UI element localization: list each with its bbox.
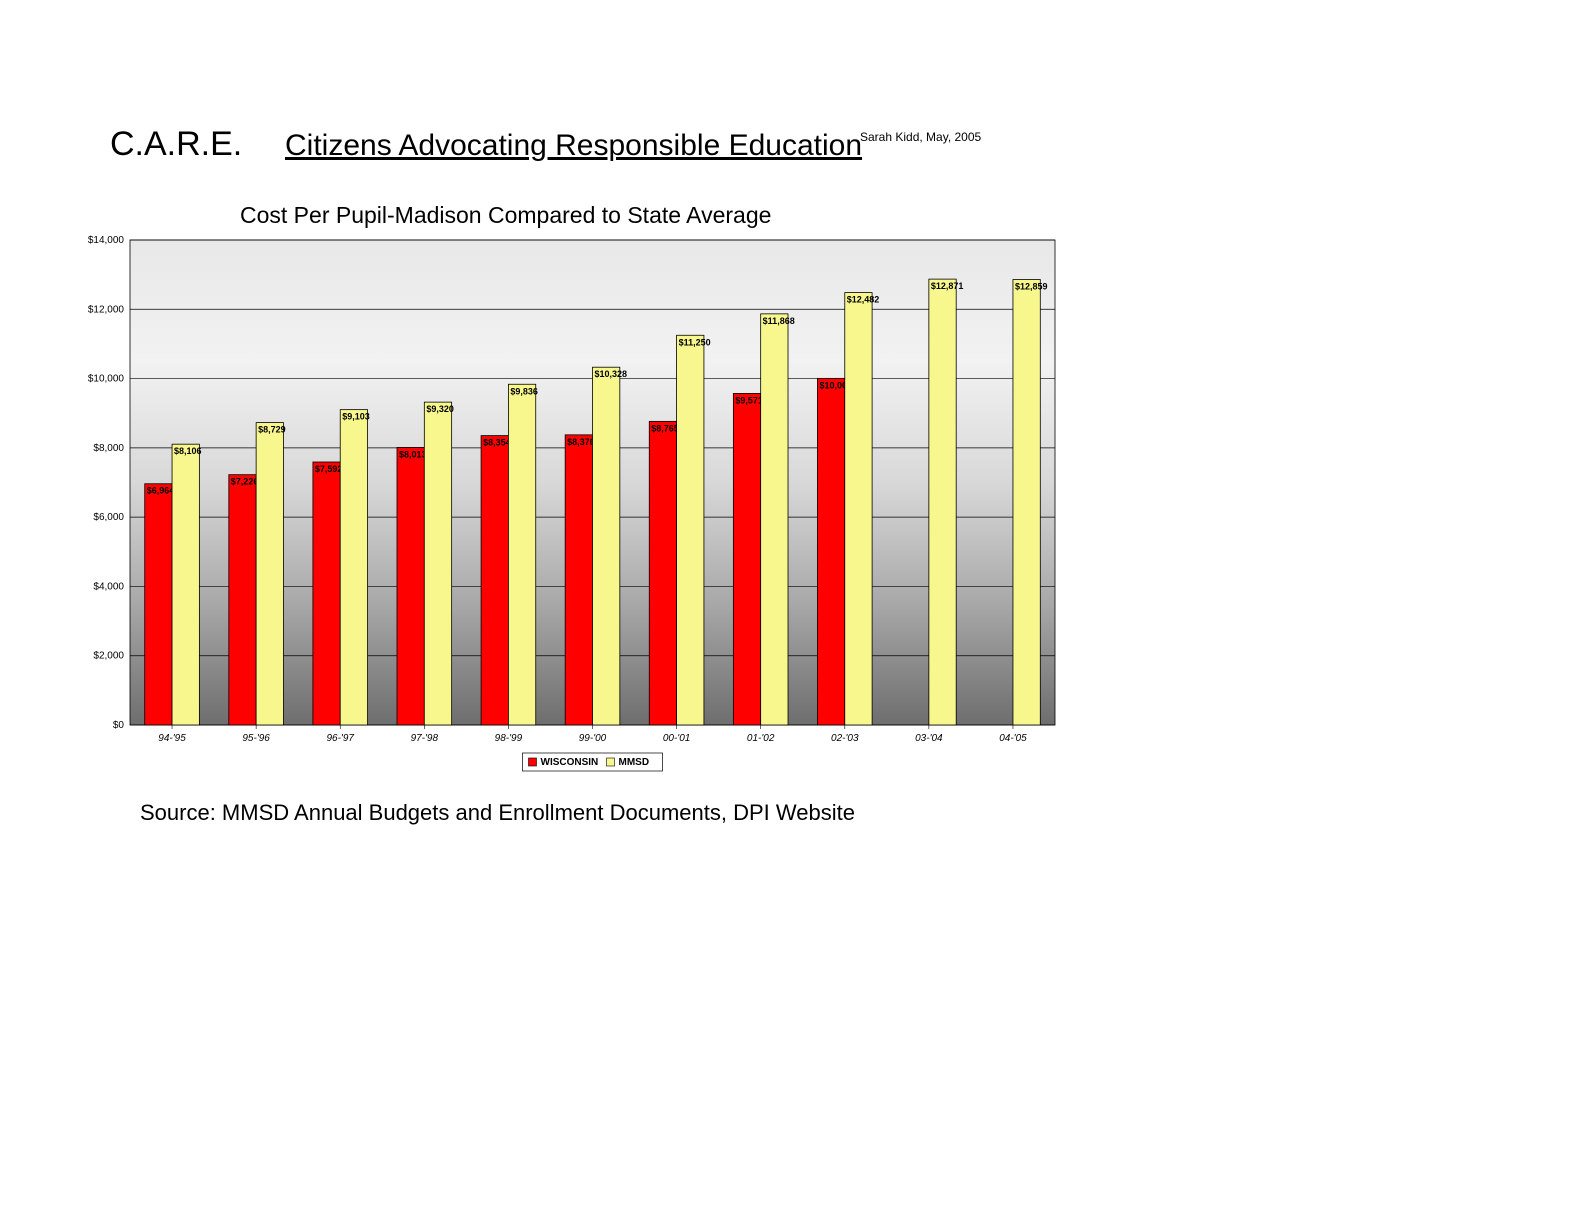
bar <box>1013 280 1040 725</box>
bar <box>929 279 956 725</box>
bar <box>172 444 199 725</box>
header-title: Citizens Advocating Responsible Educatio… <box>285 129 862 163</box>
x-tick-label: 97-'98 <box>411 733 439 744</box>
header-byline: Sarah Kidd, May, 2005 <box>860 130 981 144</box>
page-root: C.A.R.E. Citizens Advocating Responsible… <box>0 0 1584 1224</box>
bar <box>565 435 592 725</box>
bar-value-label: $8,376 <box>567 437 595 447</box>
bar-value-label: $8,729 <box>258 425 286 435</box>
legend-swatch <box>529 758 537 766</box>
bar <box>481 436 508 725</box>
bar <box>733 393 760 725</box>
bar <box>845 293 872 725</box>
bar-value-label: $12,871 <box>931 281 964 291</box>
bar-value-label: $11,868 <box>763 316 795 326</box>
x-tick-label: 04-'05 <box>999 733 1027 744</box>
bar <box>145 484 172 725</box>
bar <box>397 447 424 725</box>
bar-value-label: $11,250 <box>679 337 711 347</box>
x-tick-label: 02-'03 <box>831 733 859 744</box>
x-tick-label: 00-'01 <box>663 733 691 744</box>
legend-label: WISCONSIN <box>541 757 599 768</box>
bar <box>677 335 704 725</box>
bar <box>424 402 451 725</box>
chart-title: Cost Per Pupil-Madison Compared to State… <box>240 202 771 229</box>
bar-value-label: $7,592 <box>315 464 343 474</box>
x-tick-label: 96-'97 <box>326 733 354 744</box>
bar-value-label: $9,103 <box>342 412 370 422</box>
bar-value-label: $9,320 <box>426 404 454 414</box>
bar <box>256 423 283 725</box>
x-tick-label: 98-'99 <box>495 733 523 744</box>
bar <box>761 314 788 725</box>
y-tick-label: $6,000 <box>93 512 124 523</box>
x-tick-label: 99-'00 <box>579 733 607 744</box>
y-tick-label: $8,000 <box>93 443 124 454</box>
bar-value-label: $8,013 <box>399 449 427 459</box>
y-tick-label: $10,000 <box>88 374 125 385</box>
header-acronym: C.A.R.E. <box>110 125 242 164</box>
bar <box>593 367 620 725</box>
x-tick-label: 01-'02 <box>747 733 775 744</box>
bar-value-label: $10,328 <box>595 369 628 379</box>
chart-svg: $0 $2,000 $4,000 $6,000 $8,000 $10,000 $12,000… <box>75 235 1075 795</box>
bar-value-label: $7,226 <box>231 477 259 487</box>
bar <box>229 475 256 725</box>
bar-value-label: $6,964 <box>147 486 175 496</box>
chart-container: $0 $2,000 $4,000 $6,000 $8,000 $10,000 $12,000… <box>75 235 1075 795</box>
source-text: Source: MMSD Annual Budgets and Enrollme… <box>140 800 855 826</box>
bar-value-label: $8,354 <box>483 438 511 448</box>
bar <box>649 421 676 725</box>
bar-value-label: $8,765 <box>651 423 679 433</box>
x-tick-label: 94-'95 <box>158 733 186 744</box>
bar-value-label: $9,571 <box>735 395 763 405</box>
y-tick-label: $0 <box>113 720 125 731</box>
x-tick-label: 03-'04 <box>915 733 943 744</box>
bar-value-label: $12,859 <box>1015 282 1048 292</box>
bar <box>817 378 844 725</box>
bar <box>508 384 535 725</box>
bar <box>340 410 367 725</box>
legend-label: MMSD <box>619 757 650 768</box>
y-tick-label: $12,000 <box>88 304 125 315</box>
y-tick-label: $2,000 <box>93 651 124 662</box>
bar <box>313 462 340 725</box>
y-tick-label: $14,000 <box>88 235 125 246</box>
bar-value-label: $8,106 <box>174 446 202 456</box>
y-tick-label: $4,000 <box>93 581 124 592</box>
bar-value-label: $9,836 <box>510 386 538 396</box>
x-tick-label: 95-'96 <box>242 733 270 744</box>
legend-swatch <box>607 758 615 766</box>
bar-value-label: $12,482 <box>847 295 880 305</box>
